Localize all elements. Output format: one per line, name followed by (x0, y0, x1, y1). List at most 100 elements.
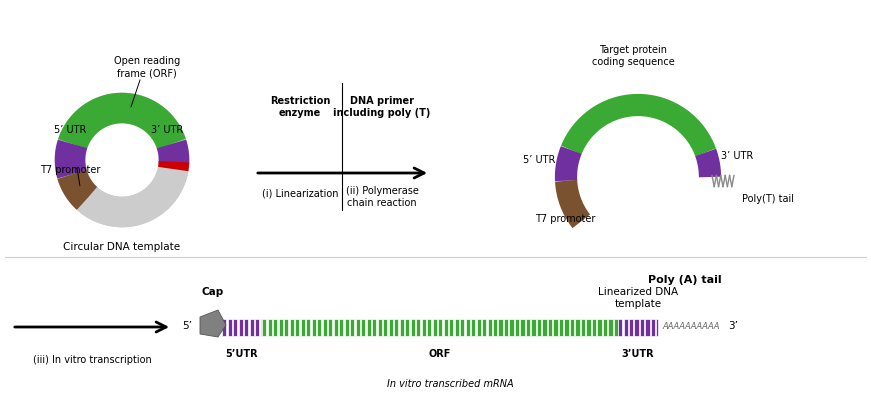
Bar (460, 318, 464, 335)
Bar (537, 318, 541, 335)
Text: 3’UTR: 3’UTR (622, 349, 654, 359)
Bar (651, 318, 655, 335)
Bar (233, 318, 237, 335)
Bar (328, 318, 332, 335)
Bar (388, 318, 393, 335)
Bar (521, 318, 524, 335)
Bar (592, 318, 597, 335)
Text: Circular DNA template: Circular DNA template (64, 242, 180, 252)
Bar (624, 318, 628, 335)
Bar (603, 318, 607, 335)
Bar (570, 318, 574, 335)
Text: DNA primer
including poly (T): DNA primer including poly (T) (334, 96, 430, 118)
Bar (618, 318, 622, 335)
Bar (350, 318, 354, 335)
Bar (262, 318, 267, 335)
Bar (355, 318, 360, 335)
Bar (559, 318, 564, 335)
Text: (iii) In vitro transcription: (iii) In vitro transcription (32, 355, 152, 365)
Text: (ii) Polymerase
chain reaction: (ii) Polymerase chain reaction (346, 186, 418, 208)
Text: Poly (A) tail: Poly (A) tail (648, 275, 722, 285)
Bar (548, 318, 552, 335)
Bar (367, 318, 371, 335)
Bar (284, 318, 288, 335)
Bar (510, 318, 514, 335)
Bar (471, 318, 476, 335)
Bar (553, 318, 557, 335)
Bar (334, 318, 338, 335)
Text: In vitro transcribed mRNA: In vitro transcribed mRNA (387, 379, 513, 389)
Bar (493, 318, 497, 335)
Bar (498, 318, 503, 335)
Bar (438, 318, 442, 335)
Bar (465, 318, 469, 335)
Bar (564, 318, 569, 335)
Text: T7 promoter: T7 promoter (535, 214, 596, 224)
Bar (476, 318, 481, 335)
Bar (416, 318, 420, 335)
Bar (531, 318, 536, 335)
Bar (273, 318, 277, 335)
Text: T7 promoter: T7 promoter (40, 165, 100, 175)
Text: 3’: 3’ (728, 321, 738, 331)
Bar (239, 318, 243, 335)
Bar (339, 318, 343, 335)
Bar (312, 318, 315, 335)
Text: 5’UTR: 5’UTR (226, 349, 259, 359)
Bar (515, 318, 519, 335)
Bar (300, 318, 305, 335)
Bar (629, 318, 633, 335)
Bar (576, 318, 580, 335)
Bar (433, 318, 436, 335)
Text: Target protein
coding sequence: Target protein coding sequence (591, 45, 674, 67)
Bar (361, 318, 365, 335)
Text: 3’ UTR: 3’ UTR (721, 151, 753, 161)
Bar (394, 318, 398, 335)
Bar (657, 318, 658, 335)
Polygon shape (200, 310, 226, 337)
Bar (581, 318, 585, 335)
Text: Cap: Cap (202, 287, 224, 297)
Bar (526, 318, 530, 335)
Bar (634, 318, 638, 335)
Bar (244, 318, 248, 335)
Text: 3’ UTR: 3’ UTR (151, 125, 183, 135)
Text: Restriction
enzyme: Restriction enzyme (270, 96, 330, 118)
Bar (443, 318, 448, 335)
Bar (410, 318, 415, 335)
Bar (609, 318, 612, 335)
Bar (372, 318, 376, 335)
Text: Open reading
frame (ORF): Open reading frame (ORF) (114, 56, 180, 78)
Text: 5’ UTR: 5’ UTR (523, 156, 555, 166)
Bar (255, 318, 260, 335)
Bar (306, 318, 310, 335)
Bar (427, 318, 431, 335)
Bar (543, 318, 547, 335)
Bar (317, 318, 321, 335)
Bar (227, 318, 232, 335)
Bar (260, 318, 262, 335)
Bar (598, 318, 602, 335)
Bar (322, 318, 327, 335)
Text: ORF: ORF (429, 349, 451, 359)
Bar (345, 318, 348, 335)
Bar (488, 318, 492, 335)
Text: Poly(T) tail: Poly(T) tail (742, 194, 794, 204)
Text: 5’: 5’ (182, 321, 192, 331)
Bar (400, 318, 403, 335)
Bar (267, 318, 272, 335)
Bar (422, 318, 426, 335)
Text: 5’ UTR: 5’ UTR (54, 125, 86, 135)
Bar (586, 318, 591, 335)
Text: AAAAAAAAAA: AAAAAAAAAA (662, 322, 719, 330)
Bar (289, 318, 294, 335)
Text: (i) Linearization: (i) Linearization (262, 188, 338, 198)
Bar (455, 318, 459, 335)
Bar (482, 318, 486, 335)
Bar (640, 318, 645, 335)
Bar (222, 318, 226, 335)
Bar (614, 318, 618, 335)
Text: Linearized DNA
template: Linearized DNA template (598, 287, 678, 309)
Bar (279, 318, 283, 335)
Bar (383, 318, 388, 335)
